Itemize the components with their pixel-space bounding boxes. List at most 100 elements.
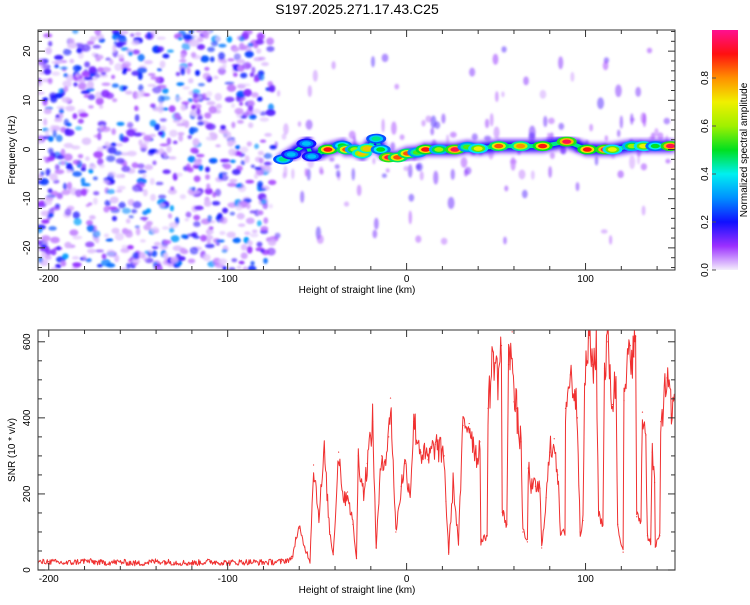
noise-speckle	[641, 205, 646, 216]
noise-speckle	[220, 158, 230, 163]
noise-speckle	[197, 36, 204, 43]
snr-point	[615, 379, 617, 381]
colorbar-tick-label: 0.8	[700, 71, 711, 85]
noise-speckle	[112, 44, 117, 53]
noise-speckle	[227, 58, 235, 62]
top-x-axis: -200 -100 0 100	[39, 30, 658, 285]
noise-speckle	[97, 158, 104, 166]
noise-speckle	[206, 100, 216, 106]
noise-speckle	[211, 200, 221, 206]
noise-speckle	[193, 214, 201, 221]
noise-speckle	[72, 113, 78, 120]
noise-speckle	[501, 46, 507, 53]
snr-point	[357, 455, 359, 457]
noise-speckle	[238, 260, 245, 265]
noise-speckle	[209, 131, 216, 137]
noise-speckle	[263, 168, 272, 174]
noise-speckle	[77, 118, 84, 124]
noise-speckle	[88, 105, 94, 109]
noise-speckle	[449, 131, 457, 138]
noise-speckle	[241, 83, 251, 87]
noise-speckle	[193, 235, 201, 239]
noise-speckle	[72, 159, 81, 165]
noise-speckle	[179, 194, 187, 200]
snr-point	[332, 554, 334, 556]
noise-speckle	[93, 191, 100, 196]
noise-speckle	[93, 134, 102, 138]
noise-speckle	[484, 118, 490, 129]
noise-speckle	[155, 49, 162, 54]
noise-speckle	[195, 153, 205, 158]
snr-point	[526, 541, 528, 543]
snr-frame	[37, 329, 676, 571]
noise-speckle	[120, 30, 129, 35]
noise-speckle	[176, 172, 183, 177]
noise-speckle	[54, 264, 62, 269]
noise-speckle	[121, 61, 132, 68]
noise-speckle	[95, 91, 103, 99]
ridge-layer	[273, 124, 675, 168]
noise-speckle	[66, 181, 73, 190]
noise-speckle	[72, 235, 83, 240]
noise-speckle	[192, 92, 199, 99]
bottom-y-axis: 0 200 400 600	[22, 333, 675, 573]
noise-speckle	[247, 100, 255, 107]
noise-speckle	[194, 158, 202, 167]
noise-speckle	[47, 188, 53, 194]
ridge-peak	[538, 143, 548, 149]
noise-speckle	[104, 141, 111, 147]
snr-point	[659, 535, 661, 537]
noise-speckle	[181, 42, 191, 51]
noise-speckle	[131, 40, 140, 46]
noise-speckle	[100, 126, 111, 133]
y-tick-label: 200	[22, 485, 33, 502]
noise-speckle	[229, 211, 236, 216]
noise-speckle	[126, 129, 136, 137]
noise-speckle	[266, 46, 275, 52]
noise-speckle	[654, 128, 659, 137]
top-x-axis-label: Height of straight line (km)	[299, 285, 416, 296]
noise-speckle	[185, 211, 192, 218]
noise-speckle	[381, 118, 385, 133]
noise-speckle	[64, 208, 72, 216]
noise-speckle	[154, 123, 161, 131]
snr-point	[574, 390, 576, 392]
noise-speckle	[166, 145, 172, 153]
snr-point	[534, 485, 537, 487]
noise-speckle	[163, 152, 168, 159]
noise-speckle	[218, 52, 226, 61]
noise-speckle	[265, 109, 276, 116]
noise-speckle	[119, 267, 129, 270]
noise-speckle	[95, 97, 104, 106]
noise-speckle	[232, 72, 238, 77]
noise-speckle	[101, 253, 107, 260]
colorbar-label: Normalized spectral amplitude	[739, 82, 750, 217]
noise-speckle	[85, 241, 95, 248]
noise-speckle	[134, 105, 139, 112]
snr-point	[462, 424, 464, 427]
noise-speckle	[74, 189, 83, 198]
x-tick-label: -200	[39, 574, 59, 585]
snr-point	[487, 407, 489, 409]
noise-speckle	[242, 61, 252, 70]
noise-speckle	[263, 161, 272, 166]
noise-speckle	[509, 158, 517, 165]
noise-speckle	[80, 188, 88, 197]
chart-title: S197.2025.271.17.43.C25	[275, 1, 439, 17]
noise-speckle	[263, 257, 268, 264]
noise-speckle-layer	[38, 30, 671, 270]
noise-speckle	[150, 103, 156, 108]
noise-speckle	[151, 245, 159, 250]
noise-speckle	[255, 38, 264, 45]
noise-speckle	[63, 153, 73, 162]
noise-speckle	[159, 203, 166, 208]
noise-speckle	[155, 181, 164, 186]
noise-speckle	[115, 173, 123, 179]
noise-speckle	[121, 165, 131, 173]
noise-speckle	[162, 87, 169, 94]
noise-speckle	[54, 92, 64, 99]
colorbar-tick-label: 0.0	[700, 263, 711, 277]
noise-speckle	[38, 239, 42, 245]
